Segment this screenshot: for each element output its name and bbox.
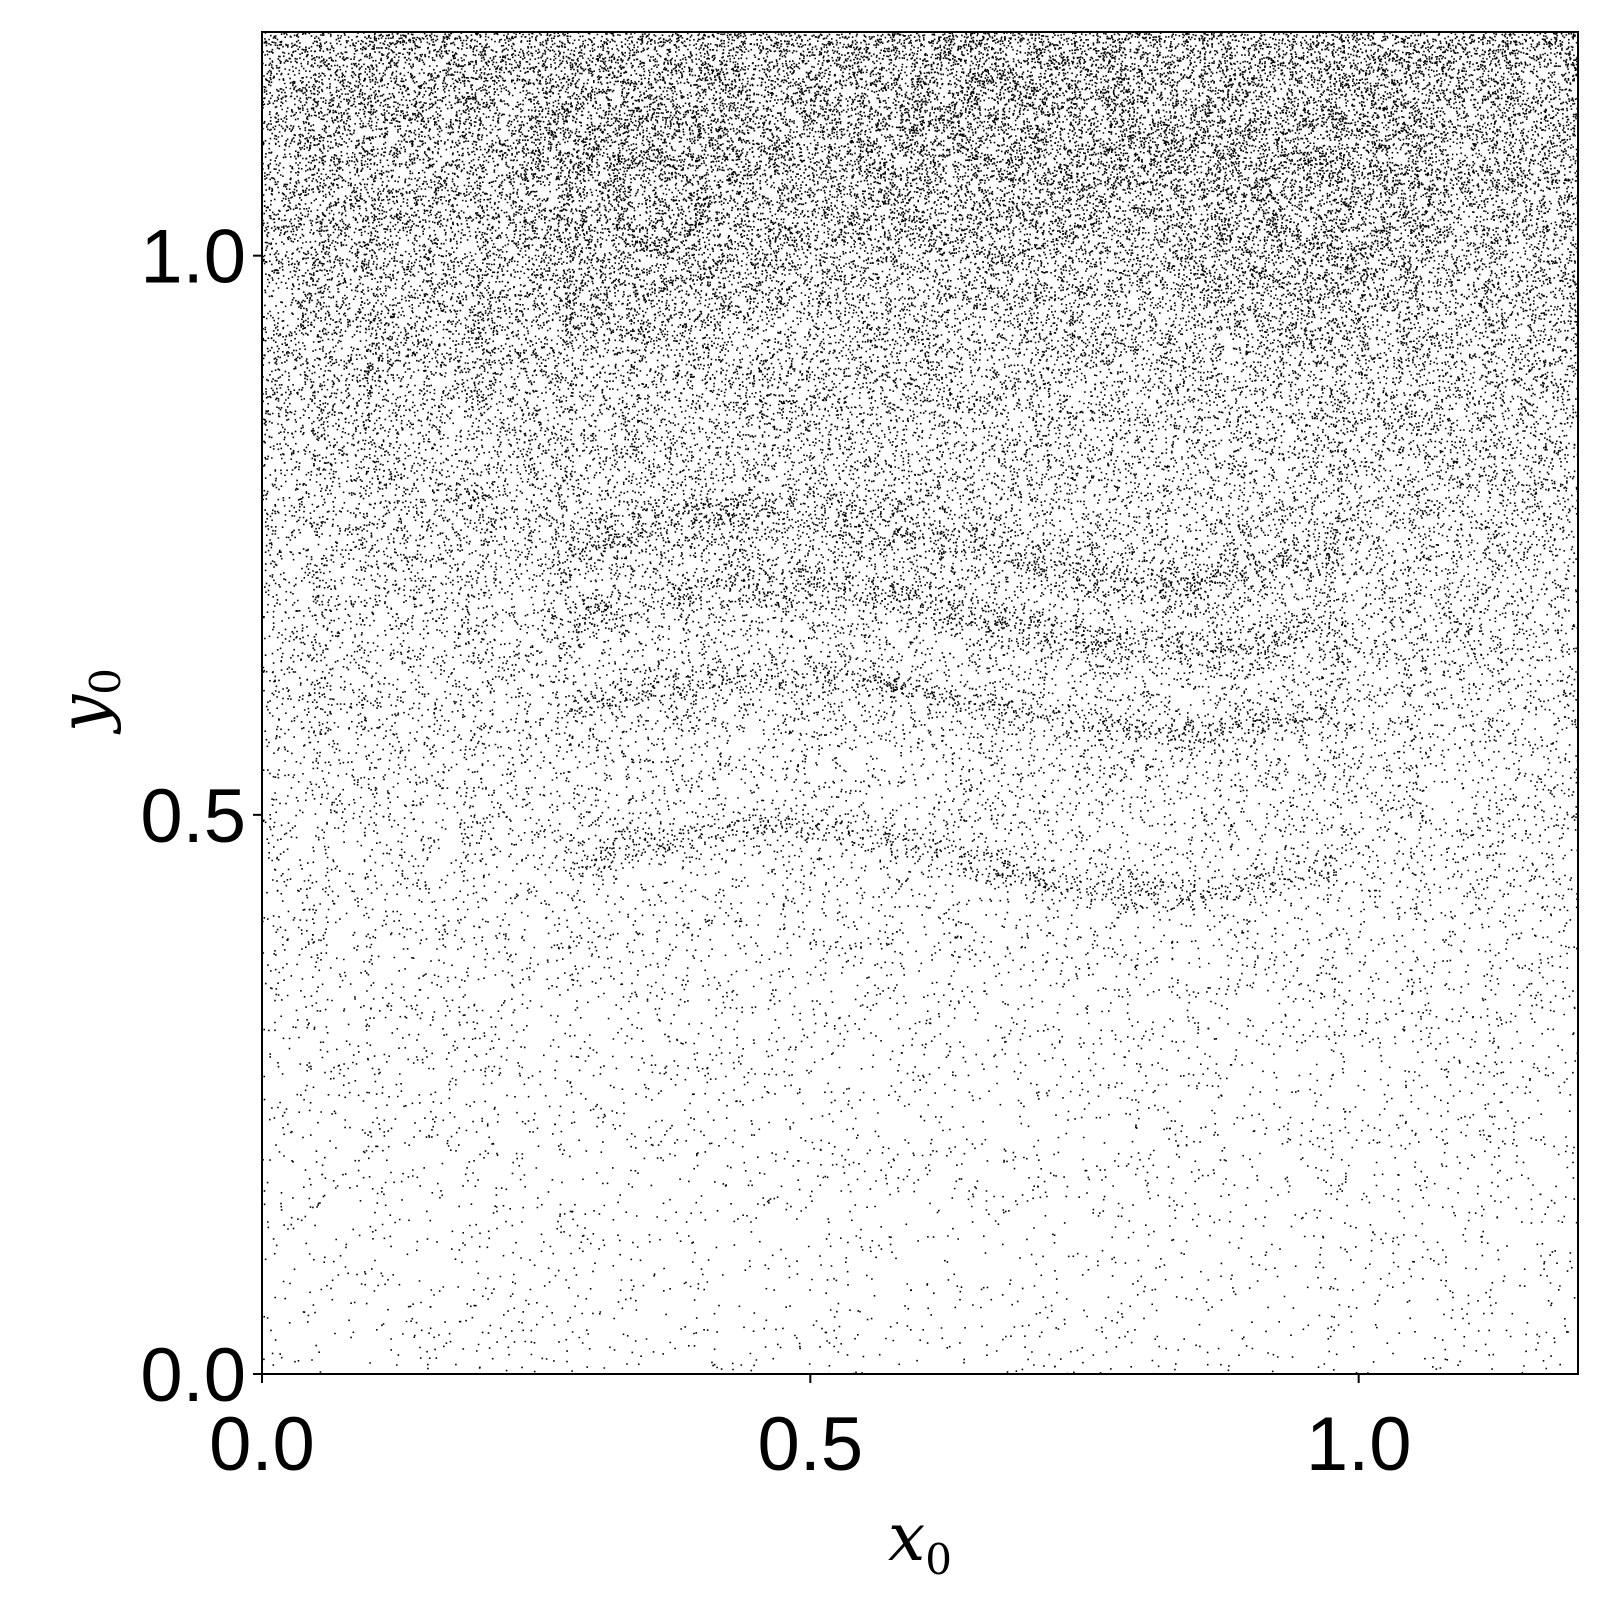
x-axis: 0.0 0.5 1.0: [209, 1374, 1411, 1487]
x-tick-label: 0.5: [758, 1402, 864, 1487]
y-tick-label: 0.0: [140, 1333, 246, 1418]
y-tick-label: 0.5: [140, 774, 246, 859]
x-tick-label: 1.0: [1306, 1402, 1412, 1487]
y-tick-label: 1.0: [140, 215, 246, 300]
y-axis: 0.0 0.5 1.0: [140, 215, 262, 1418]
y-axis-label: y0: [45, 668, 130, 735]
x-axis-label: x0: [888, 1499, 952, 1584]
